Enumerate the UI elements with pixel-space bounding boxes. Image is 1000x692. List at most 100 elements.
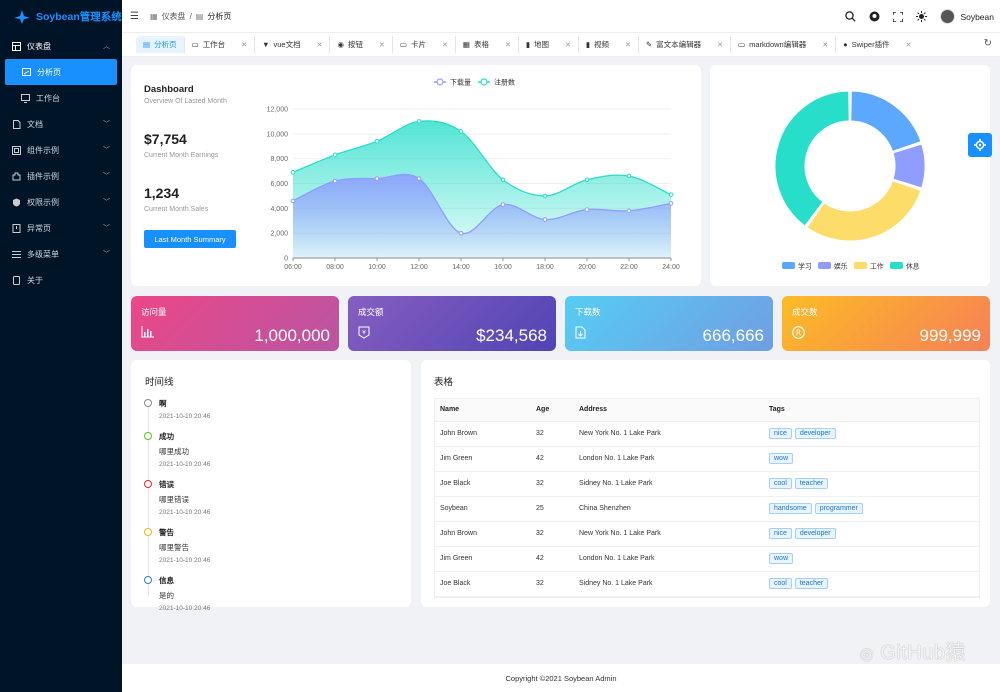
tab-vue-docs[interactable]: ▼ vue文档 ✕	[255, 36, 331, 53]
timeline-item-content: 哪里成功	[159, 447, 189, 456]
stat-card-amount: 成交额 ¥ $234,568	[348, 296, 556, 351]
last-month-summary-button[interactable]: Last Month Summary	[144, 230, 236, 248]
tab-button[interactable]: ◉ 按钮 ✕	[330, 36, 393, 53]
table-icon: ▦	[462, 40, 470, 49]
sidebar-item-label: 文档	[27, 119, 43, 129]
cell-tags: nice developer	[764, 421, 979, 447]
menu-fold-icon[interactable]: ☰	[130, 10, 139, 22]
breadcrumb-item[interactable]: 分析页	[207, 11, 232, 21]
timeline-dot	[144, 480, 152, 488]
legend-label: 休息	[906, 262, 920, 271]
table-row: Joe Black 32 Sidney No. 1 Lake Park cool tea…	[435, 471, 979, 497]
tab-markdown-editor[interactable]: ▭ markdown编辑器 ✕	[731, 36, 837, 53]
x-tick-label: 16:00	[494, 264, 512, 271]
fullscreen-icon[interactable]	[893, 11, 904, 22]
cell-tags: nice developer	[764, 521, 979, 547]
footer: Copyright ©2021 Soybean Admin	[122, 664, 1000, 692]
close-icon[interactable]: ✕	[564, 41, 571, 49]
timeline-item: 成功 哪里成功 2021-10-10 20:46	[131, 431, 411, 468]
tab-card[interactable]: ▭ 卡片 ✕	[393, 36, 456, 53]
data-table-wrapper: Name Age Address Tags John Brown 32 New Yo…	[434, 398, 980, 598]
github-icon[interactable]	[869, 11, 880, 22]
tab-table[interactable]: ▦ 表格 ✕	[456, 36, 519, 53]
y-tick-label: 8,000	[270, 156, 288, 163]
close-icon[interactable]: ✕	[905, 41, 912, 49]
timeline-item-content: 哪里警告	[159, 543, 189, 552]
tag: programmer	[814, 503, 863, 514]
component-icon	[11, 145, 21, 155]
timeline-dot	[144, 528, 152, 536]
close-icon[interactable]: ✕	[624, 41, 631, 49]
cell-name: Joe Black	[435, 471, 531, 497]
timeline-item-time: 2021-10-10 20:46	[159, 461, 211, 468]
timeline-item: 啊 2021-10-10 20:46	[131, 398, 411, 420]
tag: teacher	[794, 478, 829, 489]
user-menu[interactable]: Soybean	[940, 9, 994, 24]
tab-label: 分析页	[154, 40, 177, 49]
timeline-item-content: 是的	[159, 591, 174, 600]
data-point	[416, 176, 422, 181]
close-icon[interactable]: ✕	[717, 41, 724, 49]
close-icon[interactable]: ✕	[241, 41, 248, 49]
legend-label: 学习	[798, 262, 812, 271]
refresh-icon[interactable]: ↻	[983, 38, 992, 49]
tab-video[interactable]: ▮ 视频 ✕	[579, 36, 639, 53]
tab-map[interactable]: ▮ 地图 ✕	[519, 36, 579, 53]
close-icon[interactable]: ✕	[822, 41, 829, 49]
table-card: 表格 Name Age Address Tags John Brown 32 New…	[421, 360, 990, 607]
tab-workbench[interactable]: ▭ 工作台 ✕	[185, 36, 256, 53]
data-point	[626, 208, 632, 214]
data-point	[332, 178, 338, 184]
sidebar-item-exception[interactable]: 异常页 ﹀	[0, 215, 122, 241]
tab-rich-editor[interactable]: ✎ 富文本编辑器 ✕	[639, 36, 732, 53]
sidebar-item-dashboard[interactable]: 仪表盘 ︿	[0, 33, 122, 59]
legend-marker	[854, 262, 867, 269]
timeline-item-time: 2021-10-10 20:46	[159, 509, 211, 516]
sun-icon[interactable]	[916, 11, 928, 22]
wechat-icon: ◎	[859, 646, 875, 663]
tab-analysis[interactable]: ▤ 分析页	[136, 36, 185, 53]
watermark: ◎ GitHub猿	[860, 636, 966, 665]
breadcrumb-item[interactable]: 仪表盘	[161, 11, 186, 21]
timeline-dot	[144, 399, 152, 407]
close-icon[interactable]: ✕	[379, 41, 385, 49]
cell-age: 25	[531, 496, 574, 522]
sidebar-item-plugins[interactable]: 插件示例 ﹀	[0, 163, 122, 189]
close-icon[interactable]: ✕	[316, 41, 323, 49]
sidebar-item-workbench[interactable]: 工作台	[0, 85, 122, 111]
timeline-item-time: 2021-10-10 20:46	[159, 413, 211, 420]
pie-slice	[892, 143, 926, 189]
sidebar-item-permission[interactable]: 权限示例 ﹀	[0, 189, 122, 215]
column-header: Tags	[764, 399, 979, 422]
sidebar-item-analysis[interactable]: 分析页	[5, 59, 117, 85]
chevron-down-icon: ﹀	[103, 199, 110, 206]
close-icon[interactable]: ✕	[504, 41, 511, 49]
sidebar-item-components[interactable]: 组件示例 ﹀	[0, 137, 122, 163]
x-tick-label: 10:00	[368, 264, 386, 271]
stat-card-visits: 访问量 1,000,000	[131, 296, 339, 351]
close-icon[interactable]: ✕	[441, 41, 448, 49]
about-icon	[11, 275, 21, 285]
column-header: Address	[574, 399, 764, 422]
sidebar-item-docs[interactable]: 文档 ﹀	[0, 111, 122, 137]
logo[interactable]: Soybean管理系统	[0, 0, 122, 33]
tag: cool	[769, 578, 792, 589]
data-point	[374, 176, 380, 181]
donut-card	[710, 65, 990, 286]
tag: developer	[794, 528, 836, 539]
search-icon[interactable]	[845, 11, 857, 22]
legend-label: 下载量	[450, 78, 471, 87]
card-icon: ▭	[399, 40, 407, 49]
app-title: Soybean管理系统	[36, 11, 122, 23]
stat-label: 下载数	[575, 307, 601, 317]
timeline-title: 时间线	[145, 377, 174, 388]
cell-address: Sidney No. 1 Lake Park	[574, 471, 764, 497]
tab-label: 按钮	[348, 40, 364, 49]
settings-button[interactable]	[968, 133, 992, 157]
tab-swiper[interactable]: ● Swiper插件 ✕	[836, 36, 918, 53]
sidebar-item-about[interactable]: 关于	[0, 267, 122, 293]
table-row: Soybean 25 China Shenzhen handsome programme…	[435, 496, 979, 522]
chevron-down-icon: ﹀	[103, 173, 110, 180]
sidebar-item-multimenu[interactable]: 多级菜单 ﹀	[0, 241, 122, 267]
tag: handsome	[769, 503, 812, 514]
